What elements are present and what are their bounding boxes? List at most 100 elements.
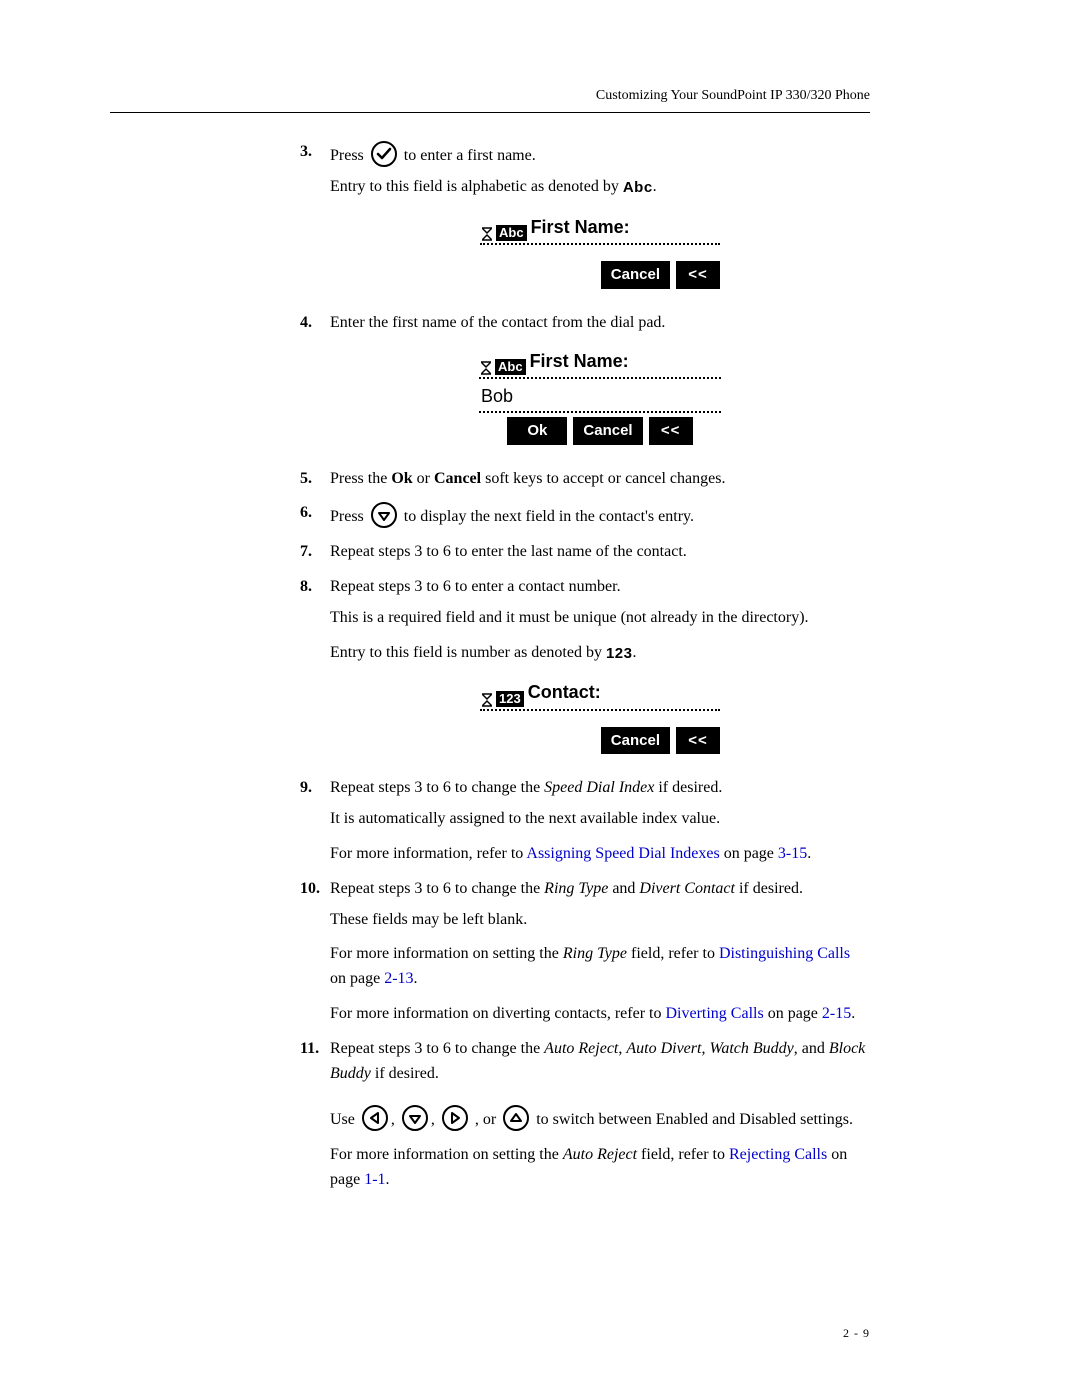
- step-9: 9. Repeat steps 3 to 6 to change the Spe…: [300, 776, 870, 866]
- triangle-down-icon: [370, 501, 398, 529]
- step-3: 3. Press to enter a first name. Entry to…: [300, 140, 870, 297]
- paragraph: This is a required field and it must be …: [330, 606, 870, 631]
- text: , or: [471, 1111, 500, 1128]
- text: ,: [431, 1111, 439, 1128]
- link-distinguishing-calls[interactable]: Distinguishing Calls: [719, 945, 850, 962]
- step-number: 4.: [300, 311, 312, 336]
- step-number: 8.: [300, 575, 312, 600]
- text: if desired.: [735, 880, 803, 897]
- triangle-right-icon: [441, 1104, 469, 1132]
- lcd-mode-badge: Abc: [496, 225, 527, 241]
- text: Entry to this field is alphabetic as den…: [330, 178, 623, 195]
- text: .: [851, 1005, 855, 1022]
- text: if desired.: [371, 1065, 439, 1082]
- running-title: Customizing Your SoundPoint IP 330/320 P…: [596, 88, 870, 104]
- italic: Ring Type: [544, 880, 608, 897]
- page: Customizing Your SoundPoint IP 330/320 P…: [0, 0, 1080, 1397]
- italic: Auto Reject: [544, 1040, 618, 1057]
- text: .: [386, 1171, 390, 1188]
- link-diverting-calls[interactable]: Diverting Calls: [665, 1005, 763, 1022]
- lcd-hourglass-icon: [480, 227, 494, 241]
- link-page-ref[interactable]: 2-15: [822, 1005, 851, 1022]
- text: field, refer to: [637, 1146, 729, 1163]
- lcd-field-value: Bob: [479, 383, 721, 413]
- italic: Ring Type: [563, 945, 627, 962]
- step-number: 10.: [300, 877, 320, 902]
- paragraph: For more information on setting the Ring…: [330, 942, 870, 992]
- step-number: 7.: [300, 540, 312, 565]
- paragraph: Entry to this field is alphabetic as den…: [330, 175, 870, 200]
- text: For more information on setting the: [330, 1146, 563, 1163]
- text: .: [807, 845, 811, 862]
- step-number: 3.: [300, 140, 312, 165]
- text: For more information on setting the: [330, 945, 563, 962]
- link-page-ref[interactable]: 3-15: [778, 845, 807, 862]
- text: ,: [391, 1111, 399, 1128]
- text: .: [414, 970, 418, 987]
- lcd-softkeys: Ok Cancel <<: [479, 417, 721, 444]
- lcd-display: 123 Contact: Cancel <<: [474, 675, 726, 762]
- text: on page: [330, 970, 384, 987]
- lcd-hourglass-icon: [479, 361, 493, 375]
- step-6: 6. Press to display the next field in th…: [300, 501, 870, 530]
- step-10: 10. Repeat steps 3 to 6 to change the Ri…: [300, 877, 870, 1027]
- lcd-softkeys: Cancel <<: [480, 727, 720, 754]
- num-mode-glyph: 123: [606, 645, 633, 662]
- softkey-back: <<: [676, 727, 720, 754]
- text: and: [608, 880, 639, 897]
- link-page-ref[interactable]: 1-1: [364, 1171, 385, 1188]
- lcd-mode-badge: 123: [496, 691, 524, 707]
- paragraph: For more information on diverting contac…: [330, 1002, 870, 1027]
- bold-cancel: Cancel: [434, 470, 481, 487]
- bold-ok: Ok: [391, 470, 412, 487]
- step-number: 9.: [300, 776, 312, 801]
- content-area: 3. Press to enter a first name. Entry to…: [300, 140, 870, 1203]
- lcd-figure-firstname-bob: Abc First Name: Bob Ok Cancel <<: [330, 344, 870, 453]
- lcd-field-label: Contact:: [528, 679, 601, 707]
- step-number: 11.: [300, 1037, 319, 1062]
- link-assigning-speed-dial[interactable]: Assigning Speed Dial Indexes: [526, 845, 719, 862]
- abc-mode-glyph: Abc: [623, 179, 653, 196]
- softkey-cancel: Cancel: [601, 727, 670, 754]
- text: For more information, refer to: [330, 845, 526, 862]
- step-text: Press: [330, 147, 368, 164]
- text: Repeat steps 3 to 6 to enter the last na…: [330, 543, 687, 560]
- text: or: [413, 470, 434, 487]
- lcd-row: Abc First Name:: [479, 348, 721, 380]
- triangle-left-icon: [361, 1104, 389, 1132]
- text: Press: [330, 508, 368, 525]
- check-icon: [370, 140, 398, 168]
- paragraph: Use , , , or to switch between Enabled a…: [330, 1104, 870, 1133]
- paragraph: For more information on setting the Auto…: [330, 1143, 870, 1193]
- step-number: 6.: [300, 501, 312, 526]
- step-text: Enter the first name of the contact from…: [330, 314, 665, 331]
- softkey-ok: Ok: [507, 417, 567, 444]
- text: to switch between Enabled and Disabled s…: [536, 1111, 853, 1128]
- italic: Watch Buddy: [709, 1040, 793, 1057]
- step-7: 7. Repeat steps 3 to 6 to enter the last…: [300, 540, 870, 565]
- step-5: 5. Press the Ok or Cancel soft keys to a…: [300, 467, 870, 492]
- text: Repeat steps 3 to 6 to change the: [330, 1040, 544, 1057]
- text: Repeat steps 3 to 6 to change the: [330, 779, 544, 796]
- lcd-field-label: First Name:: [531, 214, 630, 242]
- step-text: to enter a first name.: [404, 147, 536, 164]
- italic: Auto Reject: [563, 1146, 637, 1163]
- triangle-down-icon: [401, 1104, 429, 1132]
- page-number: 2 - 9: [843, 1326, 870, 1341]
- step-number: 5.: [300, 467, 312, 492]
- text: Press the: [330, 470, 391, 487]
- header-rule: [110, 112, 870, 113]
- link-rejecting-calls[interactable]: Rejecting Calls: [729, 1146, 827, 1163]
- text: .: [632, 644, 636, 661]
- lcd-figure-firstname-empty: Abc First Name: Cancel <<: [330, 210, 870, 297]
- lcd-row: Abc First Name:: [480, 214, 720, 246]
- text: .: [653, 178, 657, 195]
- link-page-ref[interactable]: 2-13: [384, 970, 413, 987]
- text: if desired.: [654, 779, 722, 796]
- italic: Divert Contact: [639, 880, 735, 897]
- italic: Auto Divert: [626, 1040, 701, 1057]
- text: on page: [720, 845, 778, 862]
- text: Repeat steps 3 to 6 to change the: [330, 880, 544, 897]
- paragraph: Entry to this field is number as denoted…: [330, 641, 870, 666]
- lcd-figure-contact: 123 Contact: Cancel <<: [330, 675, 870, 762]
